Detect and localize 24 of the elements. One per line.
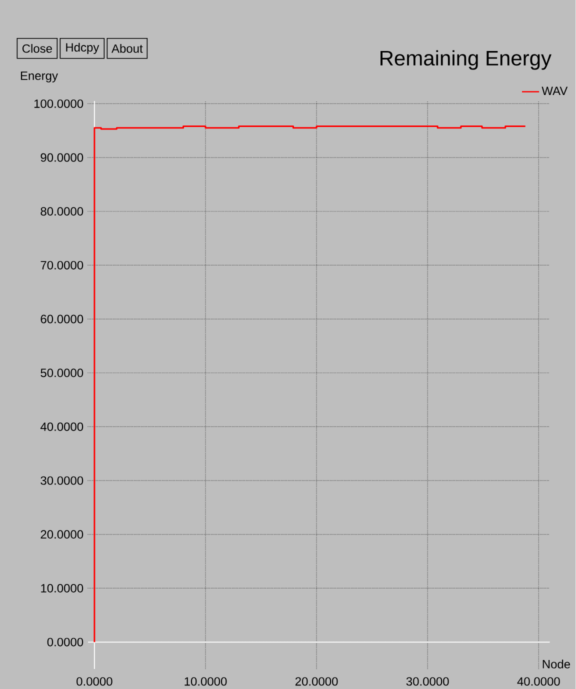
y-tick-label: 80.0000 — [40, 207, 84, 216]
y-tick-label: 10.0000 — [41, 584, 84, 592]
legend-label: WAV — [542, 86, 568, 95]
chart-title: Remaining Energy — [380, 50, 552, 70]
x-tick-label: 40.0000 — [517, 677, 560, 686]
x-axis-title: Node — [542, 660, 570, 668]
y-tick-label: 100.0000 — [34, 99, 84, 108]
y-axis-title: Energy — [21, 72, 58, 82]
y-tick-label: 0.0000 — [47, 638, 84, 646]
y-tick-label: 70.0000 — [40, 260, 84, 270]
y-tick-label: 50.0000 — [40, 368, 84, 378]
text: About — [112, 44, 143, 53]
line-series — [94, 126, 526, 643]
text: Hdcpy — [66, 42, 100, 54]
y-tick-label: 40.0000 — [40, 422, 84, 431]
text: Close — [22, 44, 52, 53]
x-tick-label: 0.0000 — [76, 677, 112, 686]
x-tick-label: 10.0000 — [184, 677, 227, 686]
y-tick-label: 60.0000 — [40, 314, 84, 324]
y-tick-label: 20.0000 — [40, 530, 84, 539]
x-tick-label: 20.0000 — [296, 677, 338, 686]
x-tick-label: 30.0000 — [406, 677, 449, 686]
y-tick-label: 90.0000 — [40, 153, 84, 162]
y-tick-label: 30.0000 — [40, 476, 84, 485]
